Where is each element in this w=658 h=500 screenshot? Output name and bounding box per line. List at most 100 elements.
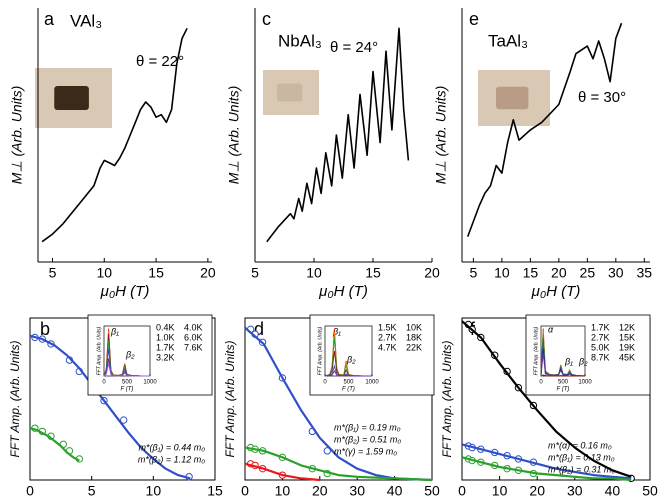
- x-tick-label: 5: [469, 265, 477, 281]
- data-line: [29, 334, 191, 480]
- compound-label: NbAl₃: [278, 31, 322, 50]
- data-line: [244, 446, 433, 482]
- legend-entry: 4.0K: [184, 322, 203, 332]
- panel-letter: b: [40, 319, 50, 339]
- x-tick-label: 0: [26, 483, 34, 499]
- legend-entry: m*(β₂) = 1.12 m₀: [138, 454, 205, 464]
- legend-entry: m*(β₁) = 0.13 m₀: [548, 452, 615, 462]
- angle-label: θ = 22°: [136, 53, 184, 70]
- legend-entry: m*(β₁) = 0.44 m₀: [138, 442, 205, 452]
- x-tick-label: 50: [424, 483, 440, 499]
- inset-frame: [525, 314, 651, 396]
- x-tick-label: 30: [567, 483, 583, 499]
- x-tick-label: 1000: [578, 380, 592, 386]
- x-tick-label: 20: [200, 265, 216, 281]
- x-tick-label: 15: [148, 265, 164, 281]
- data-line: [461, 320, 632, 478]
- x-axis-label: F (T): [557, 387, 570, 393]
- x-tick-label: 20: [424, 265, 440, 281]
- x-axis-label: μ₀H (T): [531, 283, 581, 300]
- x-tick-label: 500: [558, 380, 569, 386]
- x-axis-label: F (T): [342, 387, 355, 393]
- panel-letter: a: [44, 9, 55, 29]
- legend-entry: m*(β₂) = 0.31 m₀: [548, 464, 615, 474]
- x-tick-label: 10: [275, 483, 291, 499]
- angle-label: θ = 30°: [578, 89, 626, 106]
- peak-label: β₂: [578, 356, 588, 366]
- x-tick-label: 40: [605, 483, 621, 499]
- legend-entry: 7.6K: [184, 342, 203, 352]
- x-tick-label: 500: [343, 380, 354, 386]
- data-line: [266, 27, 410, 243]
- x-tick-label: 1000: [143, 380, 157, 386]
- legend-entry: m*(β₁) = 0.19 m₀: [334, 422, 401, 432]
- x-tick-label: 40: [387, 483, 403, 499]
- x-tick-label: 15: [365, 265, 381, 281]
- legend-entry: 1.7K: [156, 342, 175, 352]
- legend-entry: 8.7K: [591, 352, 610, 362]
- y-axis-label: FFT Amp. (Arb. Units): [440, 341, 454, 458]
- legend-entry: 1.5K: [378, 322, 397, 332]
- x-tick-label: 0: [323, 380, 327, 386]
- legend-entry: 4.7K: [378, 342, 397, 352]
- legend-entry: 15K: [619, 332, 635, 342]
- peak-label: β₁: [564, 356, 573, 366]
- x-axis-label: T (K): [322, 498, 355, 500]
- y-axis-label: M⊥ (Arb. Units): [226, 86, 242, 185]
- legend-entry: 2.7K: [591, 332, 610, 342]
- legend-entry: 2.7K: [378, 332, 397, 342]
- x-tick-label: 0: [102, 380, 106, 386]
- x-tick-label: 500: [122, 380, 133, 386]
- legend-entry: 5.0K: [591, 342, 610, 352]
- x-tick-label: 20: [312, 483, 328, 499]
- x-tick-label: 50: [642, 483, 658, 499]
- sample-crystal: [54, 86, 89, 110]
- legend-entry: 45K: [619, 352, 635, 362]
- data-line: [244, 462, 320, 482]
- x-tick-label: 10: [306, 265, 322, 281]
- panel-letter: e: [469, 9, 479, 29]
- x-tick-label: 20: [551, 265, 567, 281]
- x-axis-label: μ₀H (T): [318, 283, 368, 300]
- spectrum-line: [540, 374, 585, 377]
- data-line: [466, 22, 623, 237]
- data-line: [29, 427, 80, 462]
- legend-entry: m*(γ) = 1.59 m₀: [334, 446, 397, 456]
- x-tick-label: 5: [88, 483, 96, 499]
- x-tick-label: 10: [146, 483, 162, 499]
- legend-entry: 22K: [406, 342, 422, 352]
- x-tick-label: 10: [96, 265, 112, 281]
- legend-entry: 6.0K: [184, 332, 203, 342]
- x-tick-label: 25: [580, 265, 596, 281]
- legend-entry: 19K: [619, 342, 635, 352]
- legend-entry: 18K: [406, 332, 422, 342]
- x-tick-label: 15: [523, 265, 539, 281]
- spectrum-line: [103, 363, 150, 377]
- angle-label: θ = 24°: [330, 39, 378, 56]
- legend-entry: 1.7K: [591, 322, 610, 332]
- y-axis-label: M⊥ (Arb. Units): [9, 86, 25, 185]
- x-tick-label: 0: [241, 483, 249, 499]
- data-point: [323, 447, 331, 455]
- y-axis-label: M⊥ (Arb. Units): [433, 86, 449, 185]
- legend-entry: 1.0K: [156, 332, 175, 342]
- peak-label: β₂: [125, 349, 135, 359]
- legend-entry: m*(α) = 0.16 m₀: [548, 440, 612, 450]
- x-tick-label: 15: [207, 483, 223, 499]
- legend-entry: 0.4K: [156, 322, 175, 332]
- y-axis-label: FFT Amp. (Arb. Units): [223, 341, 237, 458]
- peak-label: β₂: [346, 354, 356, 364]
- y-axis-label: FFT Amp. (Arb. Units): [8, 341, 22, 458]
- data-point: [120, 416, 128, 424]
- y-axis-label: FFT Amp. (Arb. Units): [317, 326, 323, 375]
- spectrum-line: [540, 353, 585, 377]
- compound-label: TaAl₃: [488, 31, 528, 50]
- legend-entry: 12K: [619, 322, 635, 332]
- x-tick-label: 10: [494, 265, 510, 281]
- legend-entry: 3.2K: [156, 352, 175, 362]
- x-tick-label: 5: [49, 265, 57, 281]
- x-axis-label: F (T): [121, 387, 134, 393]
- legend-entry: 10K: [406, 322, 422, 332]
- x-axis-label: T (K): [539, 498, 572, 500]
